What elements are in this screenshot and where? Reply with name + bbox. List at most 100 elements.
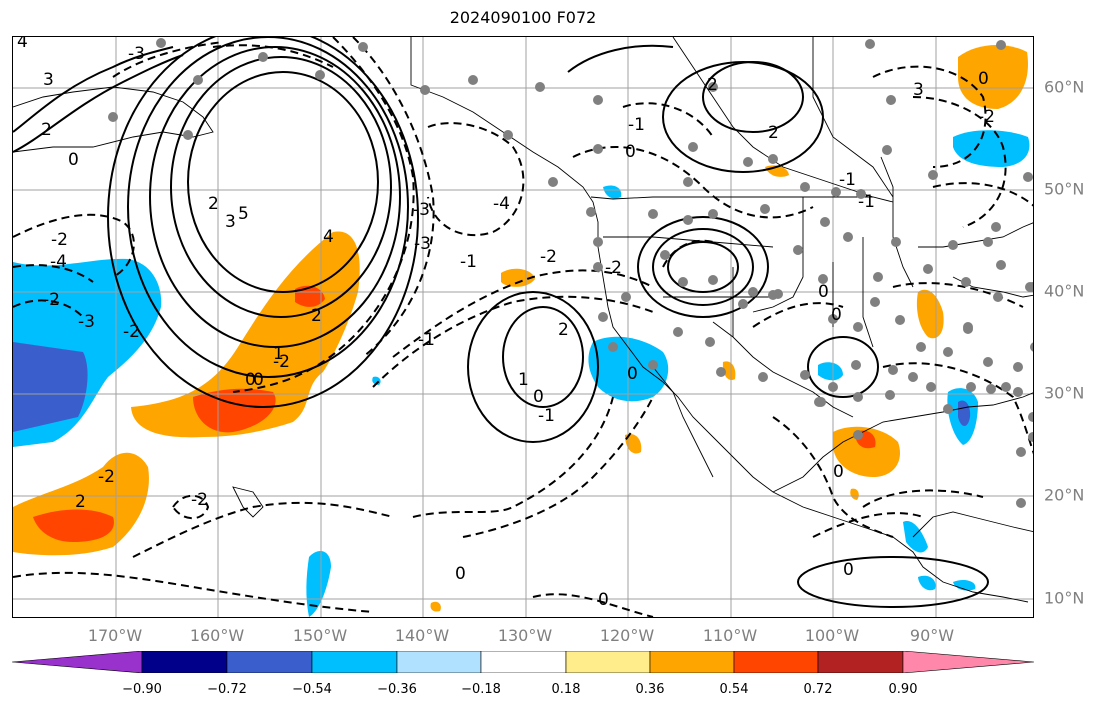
lat-label-30n: 30°N [1044,383,1085,403]
contour-label: -2 [605,258,622,278]
colorbar-segment [817,650,904,674]
map-title: 2024090100 F072 [449,8,597,27]
shade-blue-small-hi [306,551,331,617]
colorbar-tick: 0.90 [888,682,918,697]
colorbar-tick: −0.90 [122,682,162,697]
coastlines [13,37,1033,603]
contour-label: 0 [843,560,854,580]
contour-label: 0 [831,305,842,325]
colorbar-tick: 0.54 [719,682,749,697]
contour-label: 3 [225,212,236,232]
lat-label-40n: 40°N [1044,281,1085,301]
lon-label-100w: 100°W [804,626,860,645]
contour-label: -1 [628,115,645,135]
colorbar-tick: −0.72 [207,682,247,697]
contour-label: -2 [43,290,60,310]
contour-label: -4 [493,194,510,214]
contour-label: 0 [627,364,638,384]
contour-label: 0 [818,282,829,302]
contour-label: 0 [245,370,256,390]
shade-orange-small-6 [722,361,736,381]
station-dots [108,38,1033,508]
colorbar-tick: 0.72 [803,682,833,697]
colorbar [11,650,1035,674]
contour-label: 2 [768,123,779,143]
contour-label: -2 [273,352,290,372]
lat-label-50n: 50°N [1044,179,1085,199]
contour-label: -1 [538,406,555,426]
contours-dashed [13,37,1033,617]
contour-label: -3 [128,44,145,64]
contour-label: 4 [323,227,334,247]
contour-label: -3 [413,200,430,220]
contour-label: -1 [460,252,477,272]
lon-label-110w: 110°W [702,626,758,645]
shade-blue-small-2 [818,362,843,381]
shade-darkblue-west [13,342,88,432]
contour-label: 2 [41,120,52,140]
contour-label: 2 [558,320,569,340]
shade-blue-hudson [953,130,1030,167]
colorbar-segment [480,650,567,674]
contour-label: -1 [418,330,435,350]
graticule [13,37,1033,617]
shade-orange-mexico [833,426,901,477]
contour-label: -1 [858,192,875,212]
shade-orange-small-3 [430,601,441,612]
shade-red-sw [33,509,114,542]
shade-orange-jet [131,231,360,438]
contour-label: 0 [598,590,609,610]
contour-label: 0 [833,462,844,482]
colorbar-segment [11,650,143,674]
contour-label: 0 [978,69,989,89]
contour-label: 4 [17,37,28,52]
shade-blue-small-bc [603,185,622,199]
contour-label: -3 [414,234,431,254]
contour-label: 2 [75,492,86,512]
contour-label: -3 [78,312,95,332]
shade-orange-ohio [916,289,944,339]
colorbar-segment [902,650,1035,674]
lon-label-150w: 150°W [292,626,348,645]
lon-label-130w: 130°W [497,626,553,645]
colorbar-tick: −0.54 [292,682,332,697]
contour-label: 0 [455,564,466,584]
shade-red-jet-1 [193,388,276,433]
colorbar-segment [396,650,482,674]
contour-label: 2 [311,306,322,326]
contour-label: 3 [43,70,54,90]
shade-orange-small-2 [625,433,642,454]
contour-label: 1 [518,370,529,390]
colorbar-tick: −0.18 [461,682,501,697]
lat-label-60n: 60°N [1044,77,1085,97]
colorbar-svg [11,650,1035,674]
colorbar-segment [733,650,819,674]
contour-label: 0 [533,387,544,407]
contour-label: -2 [978,107,995,127]
contour-label: 1 [273,344,284,364]
contour-label: 3 [913,80,924,100]
colorbar-segment [141,650,228,674]
lat-label-20n: 20°N [1044,485,1085,505]
contour-label: -2 [51,230,68,250]
shade-blue-cam-2 [918,575,936,591]
colorbar-tick: −0.36 [377,682,417,697]
shade-orange-alberta [958,45,1028,109]
lon-label-90w: 90°W [909,626,955,645]
contour-label: -2 [191,490,208,510]
lon-label-120w: 120°W [599,626,655,645]
contour-label: -1 [839,170,856,190]
map-panel: 4 3 2 0 -3 5 3 2 1 0 4 -3 -4 -2 -2 -1 2 1 0 -2 -1 0 -2 0 0 0 0 2 3 -2… [12,36,1034,618]
shade-red-jet-2 [295,285,325,307]
lon-label-140w: 140°W [394,626,450,645]
lat-label-10n: 10°N [1044,588,1085,608]
contour-label: -4 [50,252,67,272]
contour-label: 2 [707,75,718,95]
shade-blue-cam-3 [953,579,976,591]
contour-label: -2 [540,247,557,267]
contour-label: 5 [238,204,249,224]
colorbar-segment [649,650,735,674]
colorbar-segment [565,650,651,674]
